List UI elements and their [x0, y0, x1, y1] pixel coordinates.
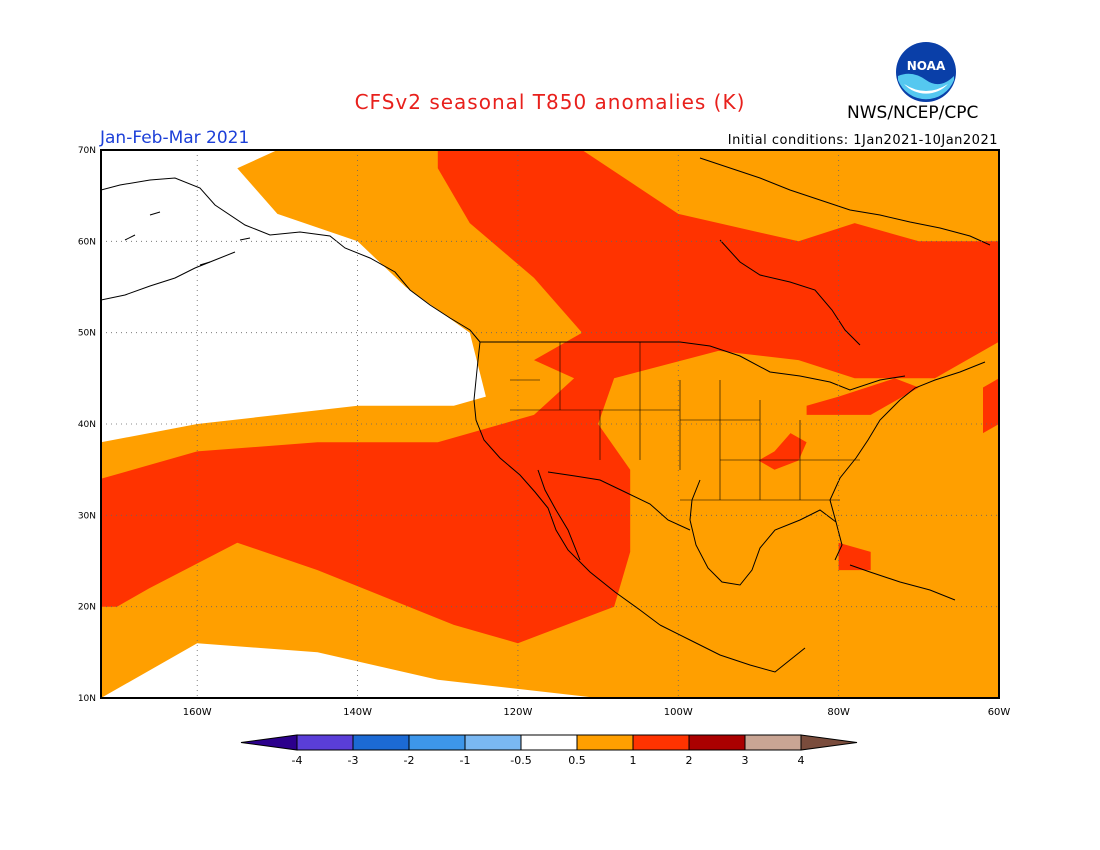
- legend-box: [688, 734, 746, 751]
- border-us-mexico: [547, 471, 691, 531]
- legend-box: [632, 734, 690, 751]
- coastlines: [101, 157, 991, 673]
- x-tick-label: 120W: [503, 707, 532, 718]
- coastline-hudson-bay: [719, 239, 861, 346]
- anomaly-region-5: [983, 378, 999, 434]
- legend-arrow-low: [240, 734, 298, 751]
- anomaly-region-1: [101, 150, 999, 644]
- noaa-logo-icon: NOAA: [896, 42, 956, 102]
- legend-label: 4: [798, 754, 805, 767]
- legend-label: -1: [460, 754, 471, 767]
- legend-label: 0.5: [568, 754, 586, 767]
- initial-conditions-label: Initial conditions: 1Jan2021-10Jan2021: [727, 133, 998, 148]
- coastline-caribbean: [849, 564, 956, 601]
- coastline-alaska-islands: [124, 211, 251, 266]
- legend-label: 3: [742, 754, 749, 767]
- x-tick-label: 160W: [183, 707, 212, 718]
- coastline-atlantic: [829, 361, 986, 523]
- legend-box: [520, 734, 578, 751]
- state-lines: [510, 342, 860, 501]
- legend-label: -0.5: [510, 754, 531, 767]
- coastline-gulf: [689, 479, 843, 586]
- x-tick-label: 140W: [343, 707, 372, 718]
- chart-title: CFSv2 seasonal T850 anomalies (K): [354, 90, 746, 114]
- x-axis-ticks: 160W 140W 120W 100W 80W 60W: [183, 707, 1011, 718]
- legend-label: -2: [404, 754, 415, 767]
- anomaly-region-4: [838, 542, 871, 571]
- legend-label: 2: [686, 754, 693, 767]
- coastline-alaska: [101, 177, 481, 343]
- legend-box: [352, 734, 410, 751]
- coastline-baja: [537, 469, 581, 561]
- y-tick-label: 10N: [78, 694, 96, 704]
- y-tick-label: 30N: [78, 511, 96, 521]
- coastline-central-america: [659, 624, 806, 673]
- plot-frame: [100, 149, 1000, 699]
- coastline-pacific-us: [473, 341, 661, 626]
- anomaly-region-2: [758, 433, 807, 470]
- legend-box: [744, 734, 802, 751]
- legend-box: [576, 734, 634, 751]
- border-us-canada: [480, 341, 906, 391]
- y-tick-label: 50N: [78, 329, 96, 339]
- agency-label: NWS/NCEP/CPC: [847, 103, 979, 123]
- y-tick-label: 60N: [78, 237, 96, 247]
- legend-label: 1: [630, 754, 637, 767]
- anomaly-regions: [101, 150, 999, 698]
- legend-box: [464, 734, 522, 751]
- legend-label: -3: [348, 754, 359, 767]
- y-tick-label: 40N: [78, 420, 96, 430]
- x-tick-label: 80W: [827, 707, 850, 718]
- x-tick-label: 100W: [664, 707, 693, 718]
- season-label: Jan-Feb-Mar 2021: [100, 128, 250, 148]
- y-axis-ticks: 10N 20N 30N 40N 50N 60N 70N: [78, 146, 96, 704]
- legend-box: [408, 734, 466, 751]
- legend-boxes: [240, 734, 858, 751]
- coastline-canada-arctic: [699, 157, 991, 246]
- legend-labels: -4 -3 -2 -1 -0.5 0.5 1 2 3 4: [292, 754, 805, 767]
- legend-label: -4: [292, 754, 303, 767]
- x-tick-label: 60W: [988, 707, 1011, 718]
- y-tick-label: 70N: [78, 146, 96, 156]
- legend-arrow-high: [800, 734, 858, 751]
- anomaly-region-3: [806, 378, 919, 415]
- coastline-aleutians: [101, 251, 236, 301]
- y-tick-label: 20N: [78, 603, 96, 613]
- noaa-logo-text: NOAA: [907, 59, 946, 73]
- legend-box: [296, 734, 354, 751]
